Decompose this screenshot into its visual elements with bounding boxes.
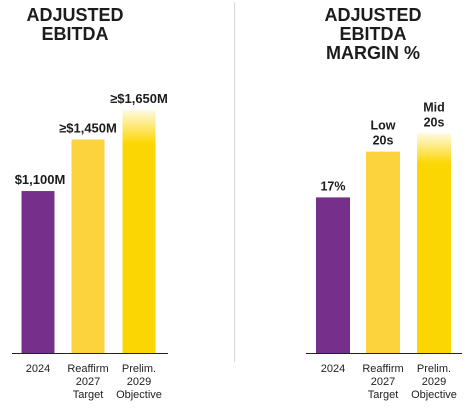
title-line: ADJUSTED [324, 5, 422, 25]
x-tick-label: 2024 [26, 363, 50, 375]
bar [316, 197, 350, 353]
data-label: Mid [423, 100, 445, 114]
x-tick-label: Objective [116, 389, 162, 401]
bar [21, 191, 55, 353]
data-label: ≥$1,650M [110, 91, 168, 106]
x-tick-label: 2024 [321, 363, 345, 375]
bar [122, 110, 156, 353]
x-tick-label: Prelim. [417, 363, 451, 375]
x-tick-label: 2027 [76, 376, 100, 388]
ebitda-chart-title: ADJUSTED EBITDA [0, 6, 150, 44]
bar [417, 133, 451, 353]
panel-divider [234, 2, 235, 362]
data-label: ≥$1,450M [59, 121, 117, 136]
data-label: Low [371, 119, 396, 133]
data-label: 17% [320, 179, 345, 193]
bar [71, 139, 105, 353]
x-tick-label: 2029 [127, 376, 151, 388]
x-tick-label: Target [368, 389, 399, 401]
x-tick-label: Reaffirm [362, 363, 403, 375]
x-tick-label: 2029 [422, 376, 446, 388]
margin-chart-title: ADJUSTED EBITDA MARGIN % [293, 6, 453, 63]
title-line: MARGIN % [326, 43, 420, 63]
x-tick-label: Reaffirm [67, 363, 108, 375]
x-tick-label: 2027 [371, 376, 395, 388]
x-tick-label: Prelim. [122, 363, 156, 375]
data-label: 20s [424, 115, 445, 129]
title-line: ADJUSTED [26, 5, 124, 25]
bar [366, 151, 400, 353]
title-line: EBITDA [41, 24, 109, 44]
x-tick-label: Target [73, 389, 104, 401]
data-label: $1,100M [15, 172, 66, 187]
x-tick-label: Objective [411, 389, 457, 401]
title-line: EBITDA [339, 24, 407, 44]
data-label: 20s [373, 134, 394, 148]
